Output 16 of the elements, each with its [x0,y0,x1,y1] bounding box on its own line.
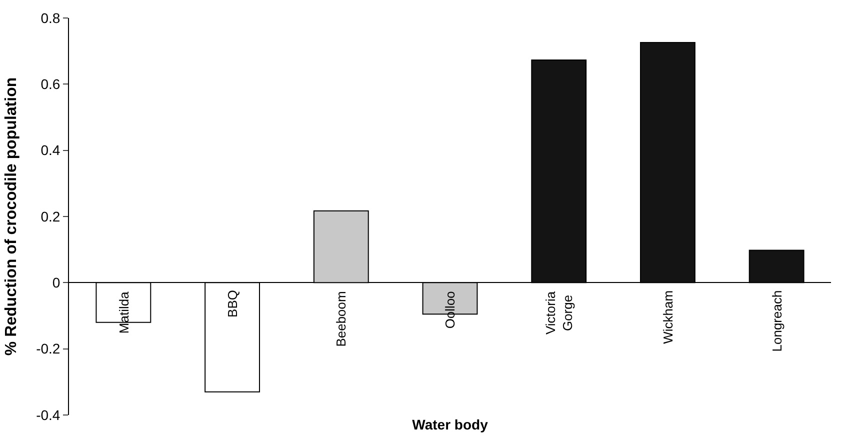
y-tick-label: 0.8 [40,10,60,26]
x-tick-label: Victoria Gorge [543,290,576,335]
x-tick-label: Matilda [116,290,132,334]
y-tick-label: -0.4 [36,406,60,423]
y-tick-label: 0.6 [40,76,60,92]
x-tick-label: Wickham [660,290,676,344]
x-tick-label: Beeboom [333,291,348,347]
y-axis-title: % Reduction of crocodile population [2,77,20,356]
x-tick-label: BBQ [225,290,240,318]
y-tick-label: -0.2 [36,340,60,357]
x-tick-label: Longreach [769,290,784,352]
x-tick-label: Oolloo [442,291,458,329]
y-tick-label: 0.2 [40,208,60,224]
x-axis-title: Water body [412,416,488,432]
y-tick-label: 0 [52,274,60,291]
y-tick-label: 0.4 [40,142,60,158]
